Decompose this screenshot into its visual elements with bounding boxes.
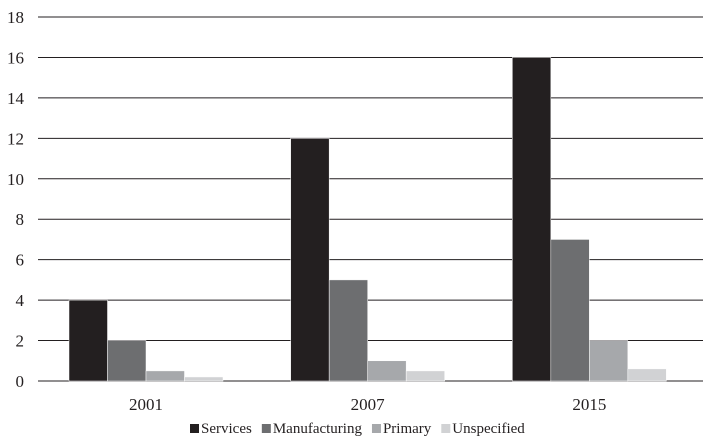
y-tick-label: 6 — [16, 251, 25, 270]
legend-label-primary: Primary — [383, 421, 432, 437]
legend-swatch-unspecified — [441, 424, 450, 433]
legend: Services Manufacturing Primary Unspecified — [190, 421, 525, 437]
bar-unspecified-2015 — [628, 369, 667, 381]
y-axis: 0 2 4 6 8 10 12 14 16 18 — [7, 8, 25, 391]
bar-primary-2007 — [368, 361, 407, 381]
bar-primary-2015 — [589, 341, 628, 381]
bar-services-2015 — [512, 57, 551, 381]
legend-label-manufacturing: Manufacturing — [273, 421, 363, 437]
y-tick-label: 8 — [16, 210, 25, 229]
y-tick-label: 0 — [16, 372, 25, 391]
y-tick-label: 10 — [7, 170, 24, 189]
bar-services-2001 — [69, 300, 108, 381]
legend-swatch-manufacturing — [262, 424, 271, 433]
legend-swatch-primary — [372, 424, 381, 433]
bar-unspecified-2001 — [185, 377, 224, 381]
y-tick-label: 4 — [16, 291, 25, 310]
bar-manufacturing-2001 — [108, 341, 147, 381]
bar-unspecified-2007 — [406, 371, 445, 381]
legend-label-unspecified: Unspecified — [452, 421, 525, 437]
y-tick-label: 12 — [7, 129, 24, 148]
legend-label-services: Services — [201, 421, 252, 437]
y-tick-label: 18 — [7, 8, 24, 27]
bar-primary-2001 — [146, 371, 185, 381]
y-tick-label: 16 — [7, 48, 24, 67]
x-tick-label: 2001 — [129, 395, 163, 414]
x-axis: 2001 2007 2015 — [129, 395, 606, 414]
bar-manufacturing-2015 — [551, 239, 590, 381]
x-tick-label: 2015 — [572, 395, 606, 414]
y-tick-label: 2 — [16, 332, 25, 351]
bar-manufacturing-2007 — [329, 280, 368, 381]
gridlines — [38, 17, 703, 381]
x-tick-label: 2007 — [351, 395, 386, 414]
legend-swatch-services — [190, 424, 199, 433]
y-tick-label: 14 — [7, 89, 25, 108]
bar-services-2007 — [291, 138, 330, 381]
